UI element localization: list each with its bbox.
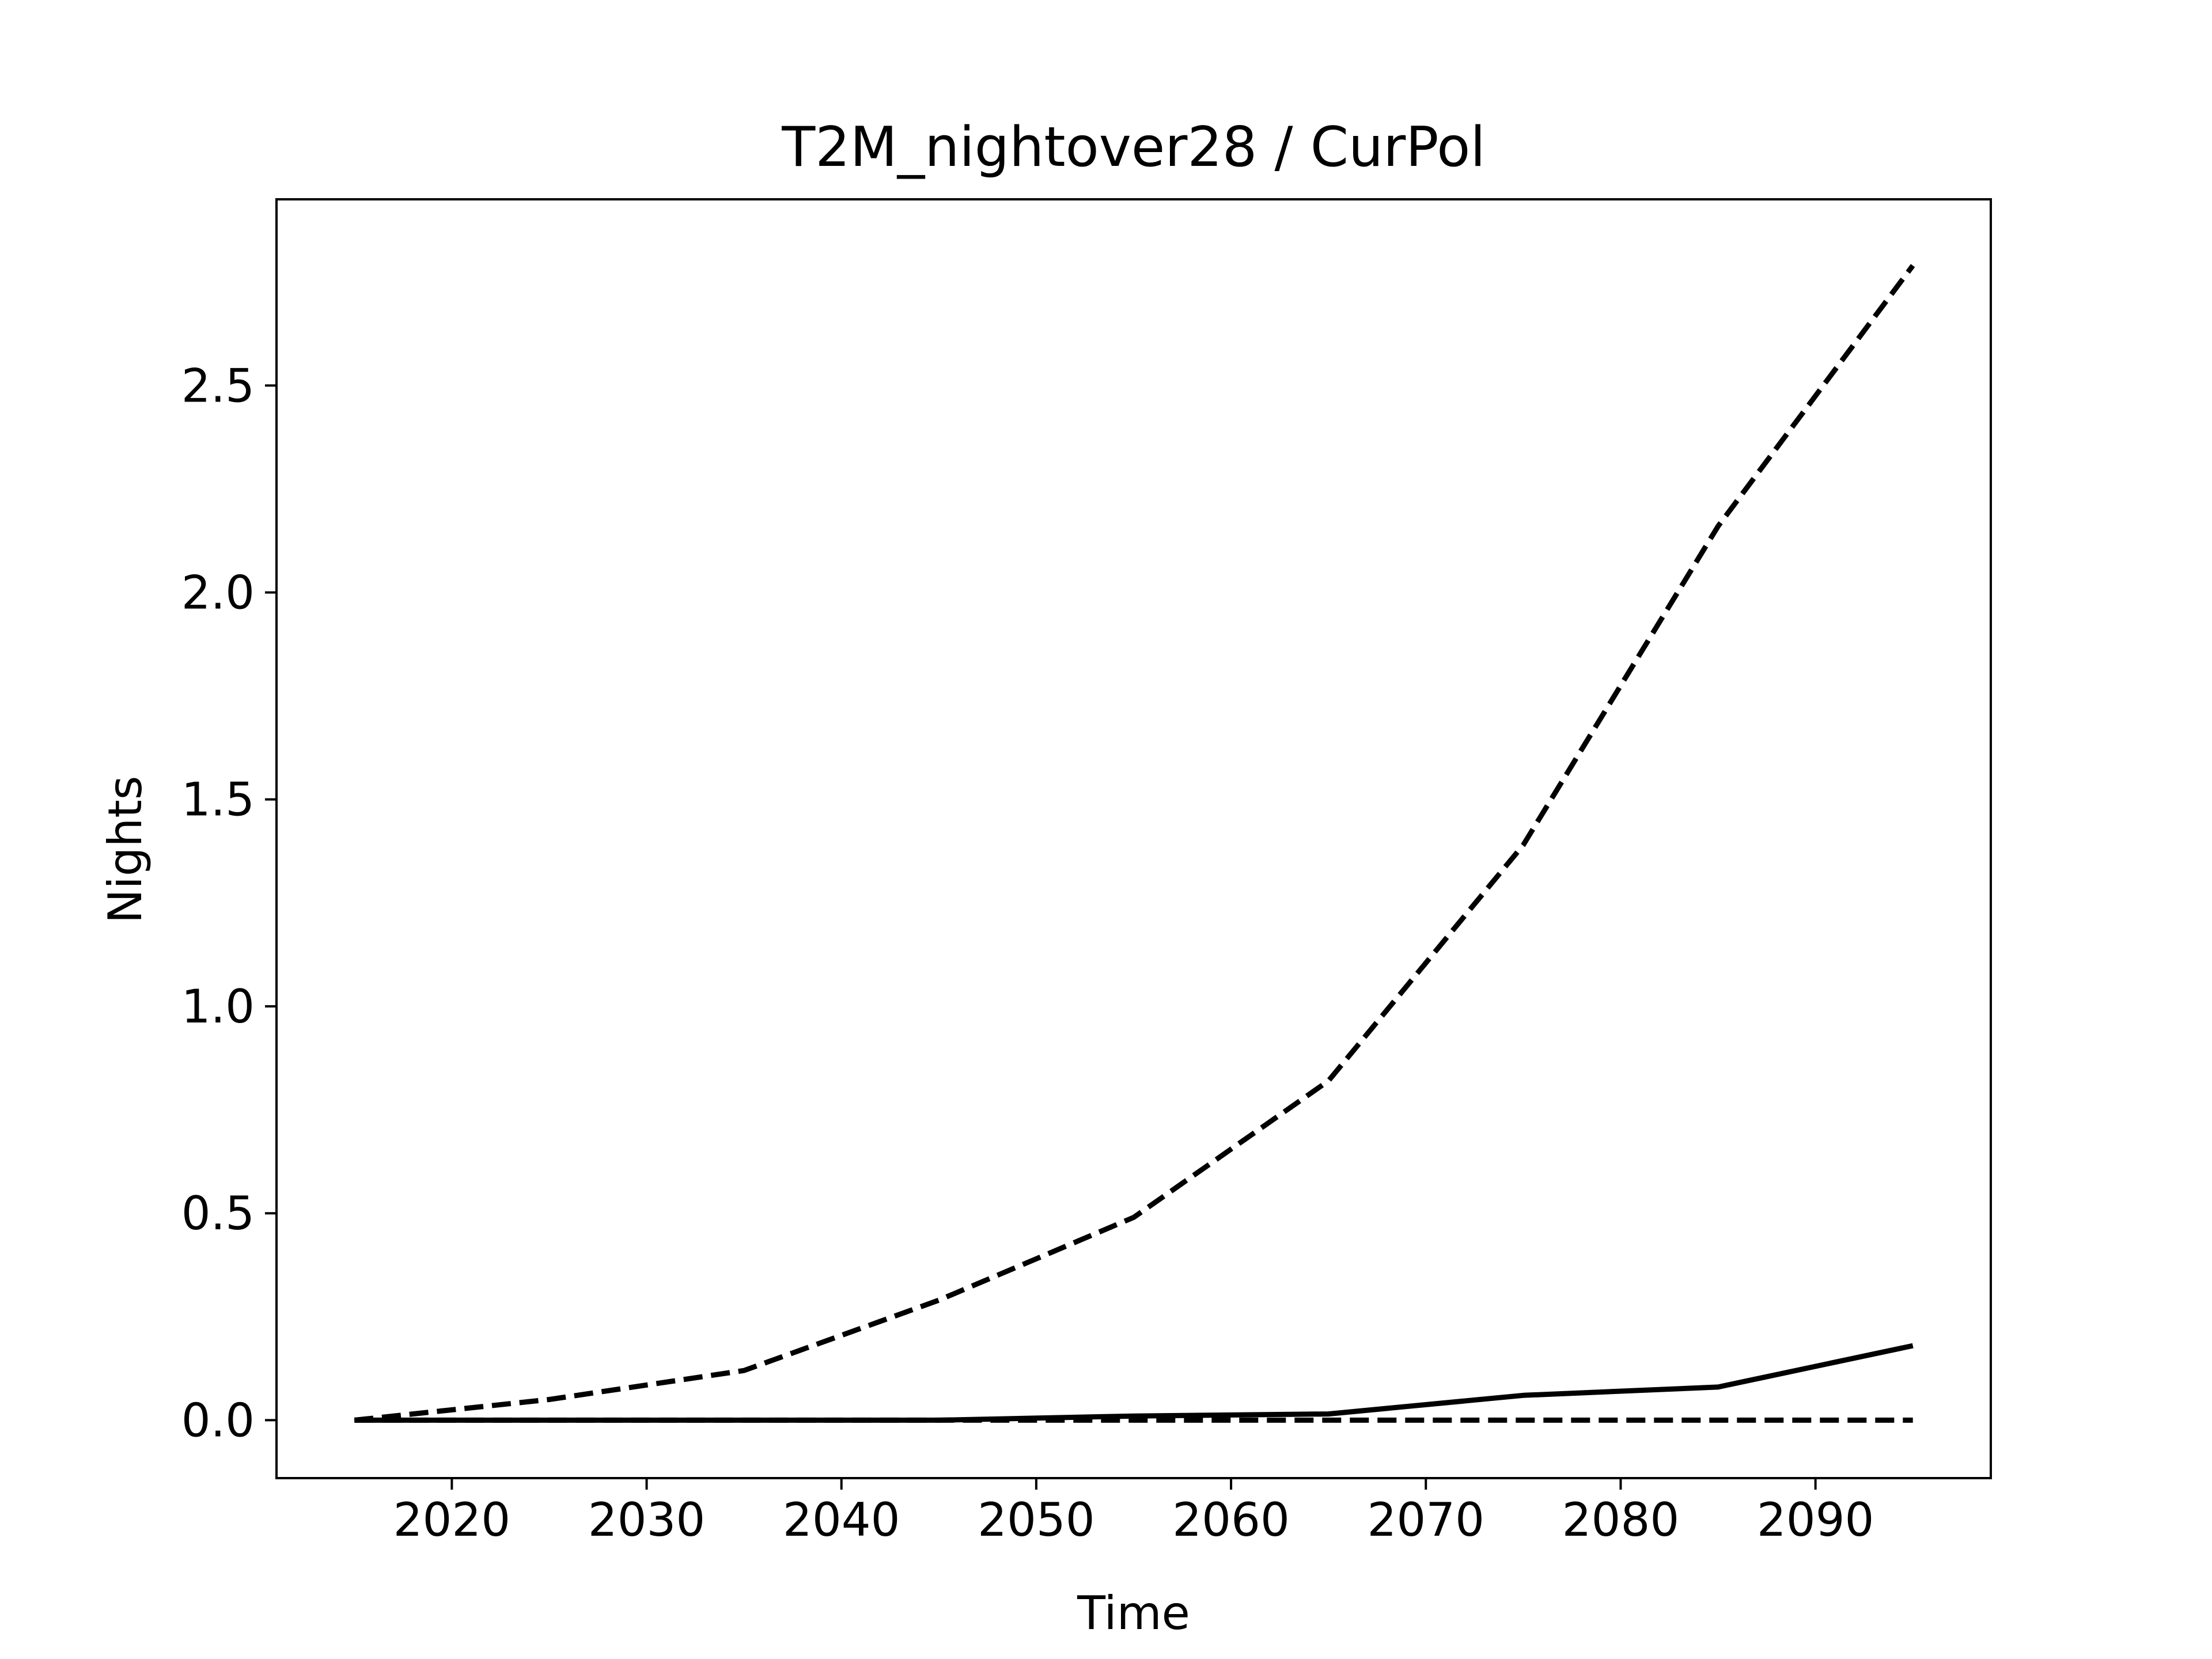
y-tick-label: 1.0	[181, 980, 255, 1033]
series-line-1	[354, 1343, 1914, 1423]
y-axis-label: Nights	[99, 776, 152, 924]
y-tick-label: 2.5	[181, 359, 255, 412]
x-axis-ticks: 2020 2030 2040 2050 2060 2070 2080 2090	[393, 1478, 1874, 1547]
x-tick-label: 2060	[1172, 1493, 1290, 1547]
x-tick-label: 2090	[1757, 1493, 1874, 1547]
y-tick-label: 0.5	[181, 1187, 255, 1240]
y-tick-label: 1.5	[181, 773, 255, 827]
x-tick-label: 2080	[1562, 1493, 1680, 1547]
series-line-2	[354, 264, 1915, 1423]
y-tick-label: 2.0	[181, 566, 255, 620]
chart-title: T2M_nightover28 / CurPol	[781, 116, 1485, 179]
x-axis-label: Time	[1077, 1586, 1190, 1640]
x-tick-label: 2050	[978, 1493, 1095, 1547]
y-axis-ticks: 0.0 0.5 1.0 1.5 2.0 2.5	[181, 359, 276, 1447]
x-tick-label: 2020	[393, 1493, 511, 1547]
series-layer	[354, 264, 1915, 1423]
y-tick-label: 0.0	[181, 1393, 255, 1447]
x-tick-label: 2030	[588, 1493, 706, 1547]
plot-area-frame	[275, 198, 1992, 1479]
x-tick-label: 2040	[783, 1493, 900, 1547]
x-tick-label: 2070	[1367, 1493, 1484, 1547]
